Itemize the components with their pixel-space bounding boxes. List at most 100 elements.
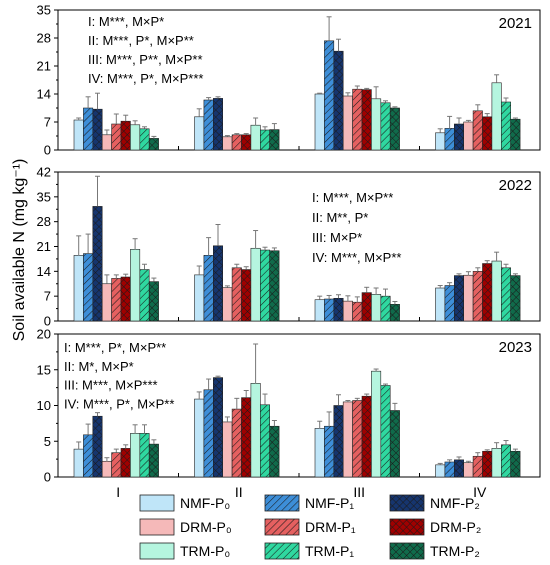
bar-pattern [139, 269, 150, 321]
y-tick-label: 14 [37, 264, 51, 279]
bar-2022-IV-s3 [463, 274, 474, 322]
legend-label: DRM-P₂ [430, 519, 481, 535]
bar-pattern [232, 409, 242, 477]
bar-pattern [213, 377, 223, 477]
bar-2023-III-s3 [342, 401, 353, 478]
significance-annotation: I: M***, M×P** [312, 190, 393, 205]
bar-2023-I-s6 [130, 433, 141, 478]
bar-2022-II-s0 [194, 274, 205, 322]
bar-pattern [260, 130, 270, 150]
legend-swatch-pattern [265, 543, 299, 559]
y-tick-label: 10 [37, 398, 51, 413]
bar-pattern [482, 116, 492, 150]
legend-swatch [139, 494, 175, 512]
legend-swatch-pattern [390, 543, 424, 559]
bar-pattern [501, 102, 511, 150]
legend-swatch-pattern [265, 519, 299, 535]
bar-pattern [324, 40, 334, 150]
bar-2022-I-s6 [130, 249, 141, 322]
bar-pattern [203, 255, 214, 321]
bar-pattern [390, 410, 400, 477]
legend-swatch-pattern [390, 495, 424, 511]
legend-item: TRM-P₀ [139, 542, 230, 560]
legend-swatch [139, 518, 175, 536]
legend-item: DRM-P₀ [139, 518, 232, 536]
bar-pattern [454, 459, 464, 477]
y-tick-label: 42 [37, 165, 51, 180]
x-tick-label: IV [473, 484, 487, 500]
bar-2021-IV-s6 [491, 82, 502, 151]
bar-pattern [444, 285, 455, 321]
bar-pattern [362, 292, 372, 321]
legend-label: NMF-P₀ [180, 495, 230, 511]
bar-pattern [352, 302, 362, 321]
legend-item: NMF-P₀ [139, 494, 230, 512]
y-tick-label: 0 [44, 470, 51, 485]
bar-pattern [83, 253, 93, 321]
bar-pattern [121, 121, 131, 150]
bar-pattern [444, 128, 455, 150]
bar-2021-III-s6 [371, 98, 382, 151]
y-tick-label: 35 [37, 3, 51, 18]
bar-2021-IV-s3 [463, 121, 474, 151]
significance-annotation: I: M***, P*, M×P** [64, 340, 166, 355]
bar-pattern [482, 451, 492, 477]
y-tick-label: 21 [37, 59, 51, 74]
bar-pattern [232, 134, 242, 150]
bar-2022-IV-s6 [491, 260, 502, 322]
legend: NMF-P₀ NMF-P₁ NMF-P₂ DRM-P₀ DRM-P₁ DRM-P₂ TRM-… [139, 494, 481, 560]
bar-2021-I-s3 [101, 134, 112, 151]
y-tick-label: 20 [37, 327, 51, 342]
y-tick-label: 35 [37, 189, 51, 204]
bar-pattern [83, 108, 93, 150]
bar-pattern [269, 250, 280, 321]
bar-2022-II-s6 [250, 247, 261, 322]
bar-pattern [269, 129, 280, 150]
bar-pattern [324, 426, 334, 477]
bar-pattern [92, 109, 103, 150]
bar-2022-IV-s0 [435, 287, 446, 322]
significance-annotation: III: M***, P**, M×P** [88, 52, 203, 67]
bar-pattern [121, 277, 131, 321]
bar-pattern [121, 448, 131, 477]
bar-2022-III-s3 [342, 300, 353, 322]
legend-label: DRM-P₁ [305, 519, 356, 535]
bar-2021-I-s6 [130, 124, 141, 151]
bar-2023-I-s0 [73, 448, 84, 478]
significance-annotation: IV: M***, M×P** [312, 250, 401, 265]
bar-2023-III-s0 [314, 428, 325, 478]
bar-2023-I-s3 [101, 460, 112, 478]
bar-pattern [139, 433, 150, 477]
legend-item: TRM-P₁ [264, 542, 354, 560]
bar-pattern [454, 275, 464, 321]
legend-label: TRM-P₂ [430, 543, 480, 559]
bar-pattern [324, 299, 334, 321]
y-tick-label: 28 [37, 31, 51, 46]
y-tick-label: 7 [44, 289, 51, 304]
bar-pattern [213, 245, 223, 321]
bar-2023-II-s3 [222, 421, 233, 478]
bar-pattern [362, 396, 372, 477]
bar-2023-II-s6 [250, 383, 261, 478]
legend-item: NMF-P₂ [389, 494, 480, 512]
panel-year-label: 2021 [499, 15, 532, 32]
bar-pattern [510, 451, 521, 477]
legend-item: TRM-P₂ [389, 542, 480, 560]
panel-2021: 0 7 14 21 28 35 2021 I: M***, M×P* II: M***, P*,… [37, 3, 541, 158]
bar-2022-III-s0 [314, 299, 325, 322]
bar-pattern [444, 461, 455, 477]
x-tick-label: III [353, 484, 365, 500]
bar-2023-II-s0 [194, 398, 205, 478]
bar-2021-IV-s0 [435, 132, 446, 151]
bar-pattern [473, 456, 483, 477]
bar-pattern [139, 128, 150, 150]
bar-pattern [390, 108, 400, 150]
y-tick-label: 5 [44, 434, 51, 449]
legend-item: NMF-P₁ [264, 494, 354, 512]
bar-pattern [92, 416, 103, 477]
significance-annotation: III: M***, M×P*** [64, 378, 158, 393]
bar-pattern [333, 298, 344, 321]
x-tick-label: II [235, 484, 243, 500]
